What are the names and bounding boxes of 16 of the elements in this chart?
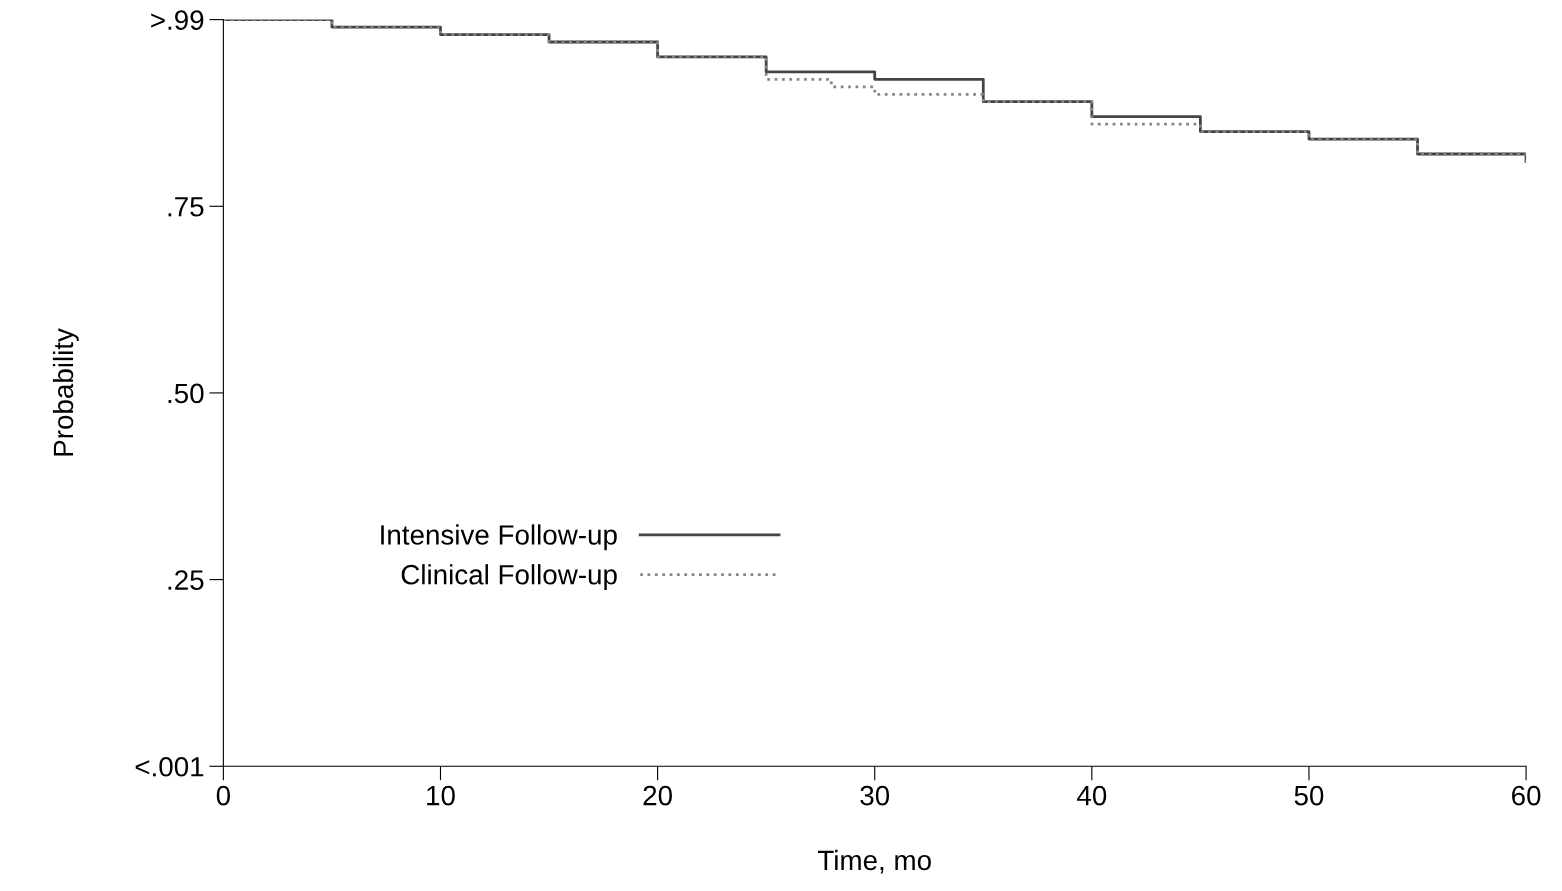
x-tick-label: 40	[1077, 785, 1107, 806]
legend-label: Clinical Follow-up	[401, 564, 617, 591]
x-tick-label: 60	[1512, 785, 1541, 806]
y-tick-label: .25	[168, 570, 204, 590]
x-tick-label: 20	[643, 785, 672, 806]
y-tick-label: >.99	[151, 10, 204, 30]
x-tick-label: 0	[216, 785, 230, 806]
y-axis-title: Probability	[52, 328, 79, 456]
x-tick-label: 30	[860, 785, 890, 806]
x-tick-label: 10	[427, 785, 455, 806]
y-tick-label: <.001	[135, 756, 204, 777]
y-tick-label: .50	[168, 383, 204, 404]
x-tick-label: 50	[1294, 785, 1324, 806]
legend-label: Intensive Follow-up	[381, 524, 617, 551]
y-tick-label: .75	[168, 197, 204, 217]
x-axis-title: Time, mo	[817, 849, 931, 874]
